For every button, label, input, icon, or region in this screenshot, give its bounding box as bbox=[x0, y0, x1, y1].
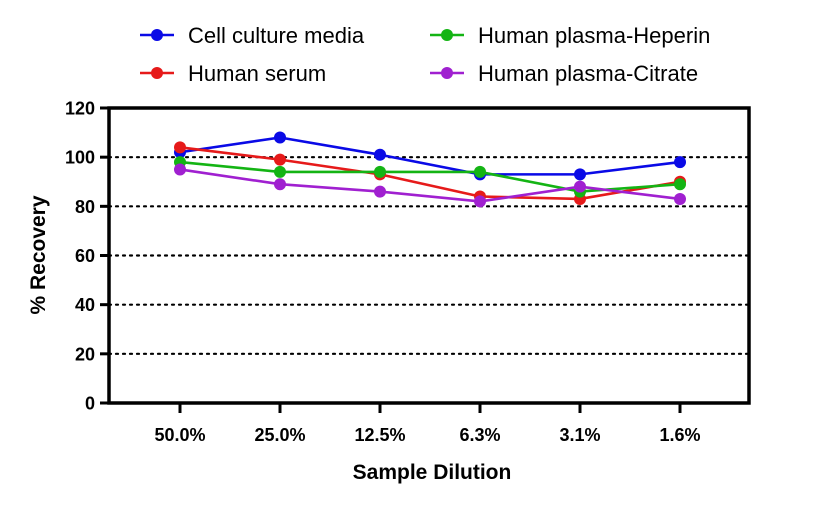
x-tick-label: 12.5% bbox=[354, 425, 405, 445]
y-tick-label: 20 bbox=[75, 344, 95, 364]
data-point bbox=[474, 195, 486, 208]
series-3 bbox=[174, 163, 686, 208]
data-point bbox=[274, 153, 286, 166]
data-point bbox=[574, 180, 586, 193]
y-axis-title: % Recovery bbox=[27, 195, 50, 314]
legend-marker bbox=[441, 29, 453, 41]
data-point bbox=[374, 185, 386, 198]
x-tick-label: 3.1% bbox=[559, 425, 600, 445]
legend-item: Human serum bbox=[140, 61, 326, 86]
series-layer bbox=[174, 131, 686, 208]
legend-marker bbox=[151, 67, 163, 79]
data-point bbox=[174, 163, 186, 176]
legend: Cell culture media Human serum Human plasm… bbox=[140, 23, 710, 86]
legend-label: Cell culture media bbox=[188, 23, 365, 48]
x-axis-title: Sample Dilution bbox=[353, 461, 512, 484]
plot-frame bbox=[107, 106, 751, 405]
legend-label: Human plasma-Citrate bbox=[478, 61, 698, 86]
x-tick-label: 25.0% bbox=[254, 425, 305, 445]
data-point bbox=[374, 165, 386, 178]
data-point bbox=[474, 165, 486, 178]
y-tick-label: 100 bbox=[65, 148, 95, 168]
data-point bbox=[274, 165, 286, 178]
grid-lines bbox=[107, 156, 751, 355]
y-tick-label: 40 bbox=[75, 295, 95, 315]
data-point bbox=[374, 148, 386, 161]
data-point bbox=[674, 156, 686, 169]
data-point bbox=[574, 168, 586, 181]
data-point bbox=[174, 141, 186, 154]
series-line bbox=[179, 160, 681, 193]
series-line bbox=[179, 146, 681, 201]
y-tick-label: 80 bbox=[75, 197, 95, 217]
legend-item: Cell culture media bbox=[140, 23, 365, 48]
x-tick-label: 50.0% bbox=[154, 425, 205, 445]
y-tick-label: 0 bbox=[85, 394, 95, 414]
x-tick-label: 1.6% bbox=[659, 425, 700, 445]
y-tick-label: 120 bbox=[65, 99, 95, 119]
legend-marker bbox=[441, 67, 453, 79]
legend-item: Human plasma-Citrate bbox=[430, 61, 698, 86]
data-point bbox=[674, 178, 686, 191]
legend-label: Human plasma-Heperin bbox=[478, 23, 710, 48]
data-point bbox=[274, 131, 286, 144]
series-line bbox=[179, 136, 681, 176]
data-point bbox=[274, 178, 286, 191]
series-line bbox=[179, 168, 681, 203]
legend-item: Human plasma-Heperin bbox=[430, 23, 710, 48]
legend-label: Human serum bbox=[188, 61, 326, 86]
x-tick-label: 6.3% bbox=[459, 425, 500, 445]
y-tick-label: 60 bbox=[75, 246, 95, 266]
data-point bbox=[674, 192, 686, 205]
axis-ticks: 0 20 40 60 80 100 120 50.0% 25.0% 12.5% 6.3% 3.1% 1.… bbox=[65, 99, 701, 446]
legend-marker bbox=[151, 29, 163, 41]
